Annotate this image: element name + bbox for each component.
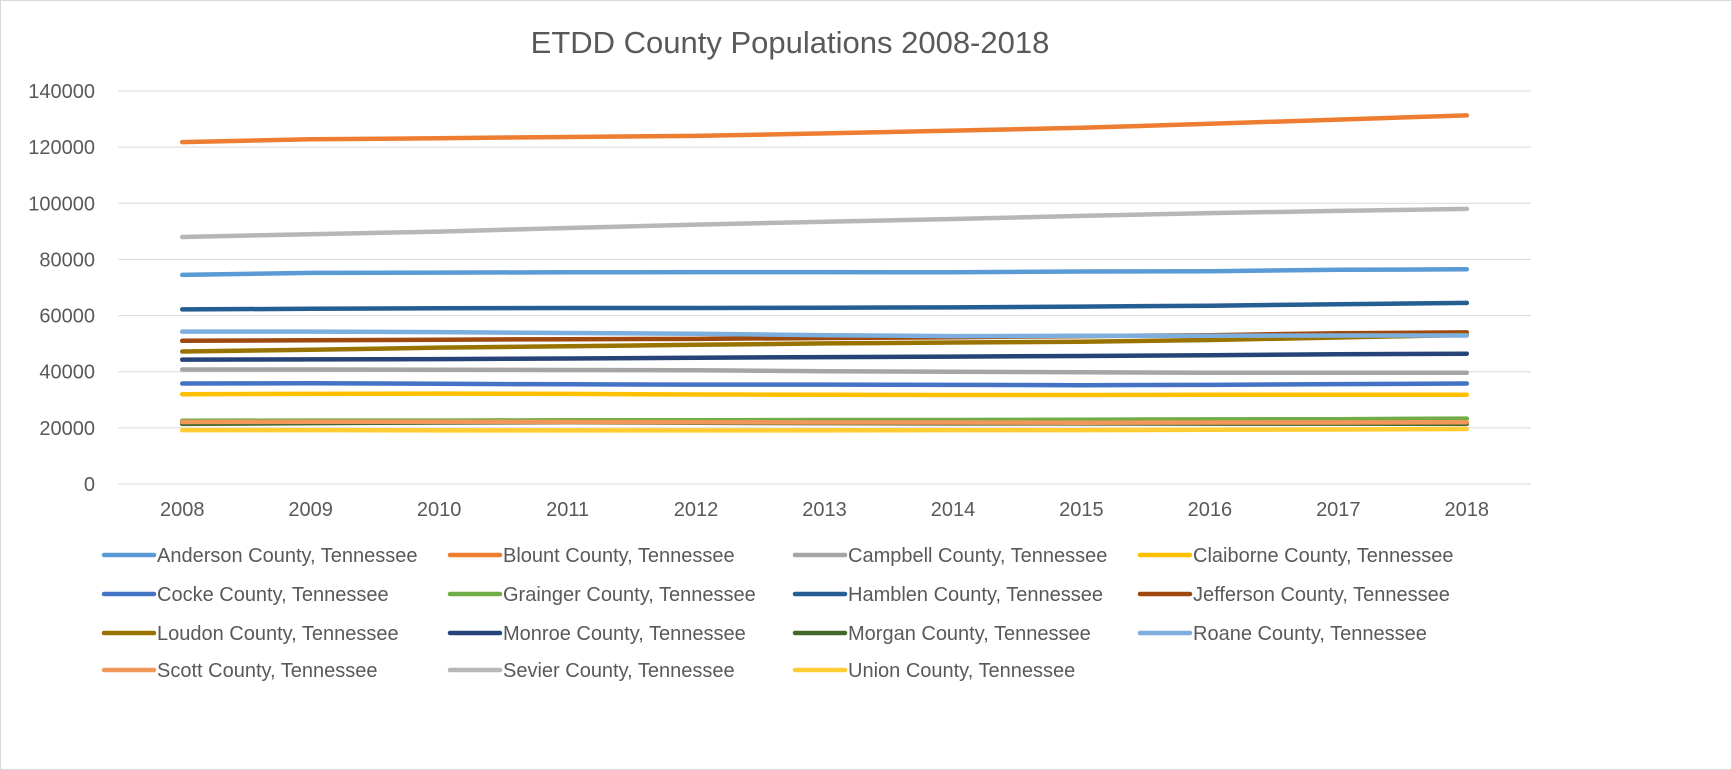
x-tick-label: 2016 xyxy=(1188,499,1233,521)
legend-label: Campbell County, Tennessee xyxy=(848,545,1107,567)
series-line xyxy=(179,380,1470,388)
y-tick-label: 0 xyxy=(84,474,95,496)
legend-label: Anderson County, Tennessee xyxy=(157,545,418,567)
y-tick-label: 100000 xyxy=(28,193,95,215)
legend-label: Sevier County, Tennessee xyxy=(503,660,735,682)
series-line xyxy=(179,391,1470,398)
series-line xyxy=(179,113,1470,145)
legend: Anderson County, Tennessee Blount County,… xyxy=(101,545,1454,682)
y-tick-label: 80000 xyxy=(39,249,95,271)
series-line xyxy=(179,329,1470,339)
series-line xyxy=(179,267,1470,278)
y-tick-label: 20000 xyxy=(39,418,95,440)
x-tick-label: 2017 xyxy=(1316,499,1361,521)
x-tick-label: 2018 xyxy=(1445,499,1490,521)
series-line xyxy=(179,351,1470,362)
x-tick-label: 2013 xyxy=(802,499,847,521)
legend-label: Jefferson County, Tennessee xyxy=(1193,584,1450,606)
x-tick-label: 2009 xyxy=(288,499,333,521)
x-axis: 2008 2009 2010 2011 2012 2013 2014 2015 2016 2017… xyxy=(160,499,1489,521)
x-tick-label: 2010 xyxy=(417,499,462,521)
series-lines xyxy=(179,113,1470,433)
legend-label: Scott County, Tennessee xyxy=(157,660,378,682)
legend-label: Monroe County, Tennessee xyxy=(503,623,746,645)
x-tick-label: 2015 xyxy=(1059,499,1104,521)
series-line xyxy=(179,300,1470,312)
series-line xyxy=(179,426,1470,433)
legend-label: Blount County, Tennessee xyxy=(503,545,735,567)
y-tick-label: 40000 xyxy=(39,362,95,384)
y-axis: 0 20000 40000 60000 80000 100000 120000 140000 xyxy=(28,81,95,496)
legend-label: Morgan County, Tennessee xyxy=(848,623,1091,645)
x-tick-label: 2012 xyxy=(674,499,719,521)
legend-label: Grainger County, Tennessee xyxy=(503,584,756,606)
x-tick-label: 2008 xyxy=(160,499,205,521)
legend-label: Loudon County, Tennessee xyxy=(157,623,399,645)
legend-label: Cocke County, Tennessee xyxy=(157,584,389,606)
y-tick-label: 140000 xyxy=(28,81,95,103)
legend-label: Union County, Tennessee xyxy=(848,660,1075,682)
x-tick-label: 2014 xyxy=(931,499,976,521)
series-line xyxy=(179,367,1470,376)
legend-label: Roane County, Tennessee xyxy=(1193,623,1427,645)
series-line xyxy=(179,419,1470,426)
series-line xyxy=(179,206,1470,240)
x-tick-label: 2011 xyxy=(546,499,589,521)
series-line xyxy=(179,332,1470,354)
y-tick-label: 60000 xyxy=(39,306,95,328)
chart-title: ETDD County Populations 2008-2018 xyxy=(531,25,1050,60)
legend-label: Claiborne County, Tennessee xyxy=(1193,545,1454,567)
y-tick-label: 120000 xyxy=(28,137,95,159)
legend-label: Hamblen County, Tennessee xyxy=(848,584,1103,606)
